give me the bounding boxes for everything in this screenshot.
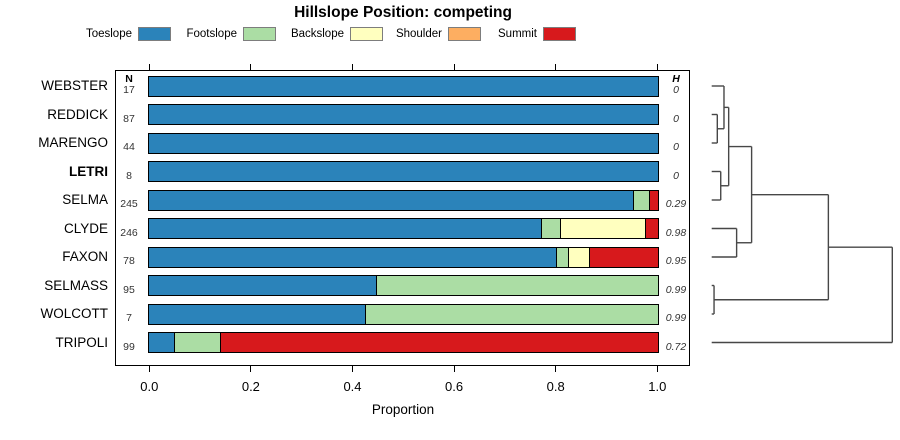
legend-label: Footslope [186,27,237,40]
x-tick-label: 0.6 [445,379,464,394]
legend-label: Summit [498,27,537,40]
bar-segment-toeslope [148,133,658,153]
bar-segment-toeslope [148,190,633,210]
bar-segment-toeslope [148,333,175,352]
x-tick-label: 0.2 [241,379,260,394]
bar-segment-footslope [174,333,220,352]
n-value: 95 [123,283,135,296]
h-value: 0 [673,84,679,96]
x-tick-label: 0.0 [140,379,159,394]
stacked-bar-faxon [147,246,659,268]
bar-segment-summit [648,190,658,210]
stacked-bar-clyde [147,218,659,239]
h-value: 0 [673,112,679,125]
x-tick-top [148,63,150,70]
n-value: 99 [123,340,135,353]
legend-swatch-backslope [350,27,383,41]
stacked-bar-webster [147,75,659,97]
x-tick-bottom [148,365,150,372]
row-label-webster: WEBSTER [41,78,108,93]
n-value: 7 [126,312,132,324]
x-tick-top [656,63,658,70]
x-tick-bottom [352,365,353,372]
stacked-bar-selma [147,189,659,211]
bar-segment-toeslope [148,76,658,96]
bar-segment-summit [588,247,658,267]
bar-segment-footslope [555,247,568,267]
n-value: 245 [120,198,138,210]
bar-segment-toeslope [148,304,365,324]
x-tick-bottom [555,365,557,372]
n-value: 87 [123,112,135,125]
x-tick-label: 0.4 [343,379,362,394]
h-value: 0 [673,141,679,153]
x-tick-top [555,63,557,70]
bar-segment-toeslope [148,105,658,124]
x-tick-label: 0.8 [546,379,565,394]
row-label-tripoli: TRIPOLI [55,334,108,350]
bar-segment-summit [645,219,658,238]
h-value: 0.29 [665,198,687,210]
legend-swatch-summit [543,27,576,41]
bar-segment-toeslope [148,247,556,267]
x-tick-bottom [250,365,252,372]
bar-segment-toeslope [148,162,658,181]
bar-segment-footslope [632,190,649,210]
legend-swatch-shoulder [448,27,481,41]
bar-segment-footslope [375,276,658,295]
x-tick-top [250,63,252,70]
plot-area-box [115,70,690,366]
stacked-bar-reddick [147,104,659,125]
stacked-bar-marengo [147,132,659,154]
row-label-clyde: CLYDE [63,220,108,236]
row-label-marengo: MARENGO [38,135,108,150]
legend-label: Backslope [290,27,344,40]
row-label-selmass: SELMASS [44,277,108,293]
bar-segment-toeslope [148,276,376,295]
stacked-bar-selmass [147,275,659,296]
x-axis-label: Proportion [371,402,435,417]
bar-segment-toeslope [148,219,542,238]
bar-segment-backslope [560,219,646,238]
x-tick-bottom [656,365,658,372]
n-value: 246 [120,226,138,239]
row-label-selma: SELMA [62,192,108,207]
h-value: 0.99 [665,283,687,296]
h-value: 0.99 [665,312,687,324]
bar-segment-footslope [364,304,658,324]
x-tick-bottom [453,365,455,372]
n-value: 44 [123,141,135,153]
x-tick-top [352,63,353,70]
h-value: 0 [673,169,679,182]
row-label-reddick: REDDICK [47,106,108,122]
stacked-bar-tripoli [147,332,659,353]
h-column-header: H [672,73,680,85]
row-label-letri: LETRI [69,163,108,179]
row-label-faxon: FAXON [62,249,108,264]
h-value: 0.95 [665,255,687,267]
x-tick-top [453,63,455,70]
legend-label: Shoulder [395,27,442,40]
h-value: 0.72 [665,340,687,353]
row-label-wolcott: WOLCOTT [40,306,109,321]
legend-swatch-toeslope [138,27,171,41]
bar-segment-backslope [567,247,589,267]
x-tick-label: 1.0 [648,379,667,394]
legend-swatch-footslope [243,27,276,41]
stacked-bar-wolcott [147,303,659,325]
n-column-header: N [125,73,133,85]
n-value: 17 [123,84,135,96]
chart-title: Hillslope Position: competing [294,4,512,21]
h-value: 0.98 [665,226,687,239]
n-value: 78 [123,255,135,267]
legend-label: Toeslope [85,27,132,40]
bar-segment-summit [219,333,658,352]
n-value: 8 [126,169,132,182]
stacked-bar-letri [147,161,659,182]
bar-segment-footslope [541,219,561,238]
